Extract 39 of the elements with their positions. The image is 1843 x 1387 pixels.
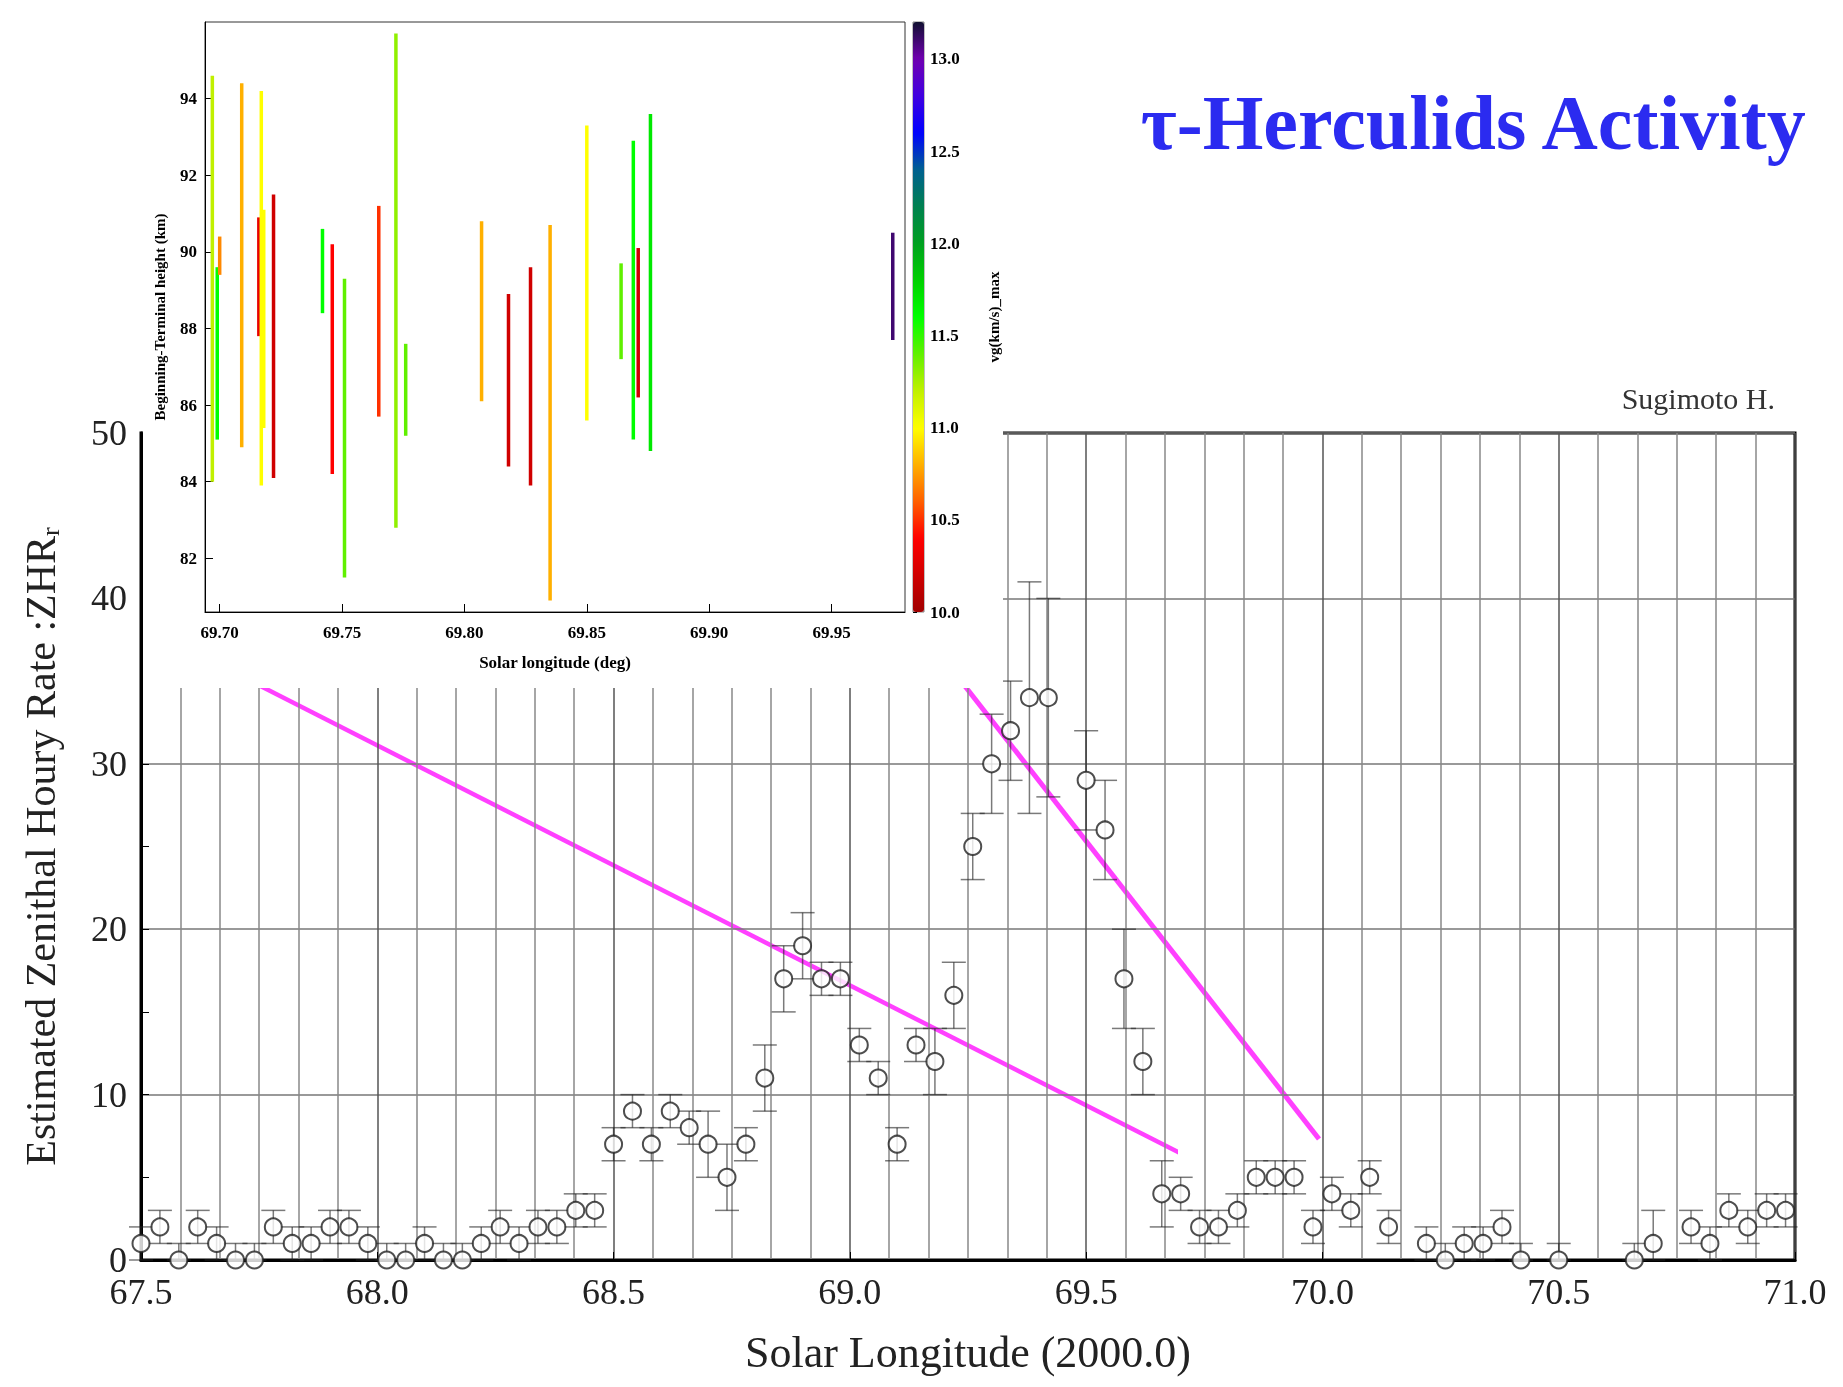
x-tick-label: 70.0 — [1290, 1272, 1354, 1312]
color-bar-label: 10.0 — [930, 602, 960, 622]
y-tick-label: 94 — [180, 89, 198, 109]
chart-title: τ-Herculids Activity — [1140, 78, 1806, 166]
y-tick-label: 40 — [91, 578, 127, 619]
x-tick-label: 69.90 — [690, 623, 729, 642]
x-tick-label: 70.5 — [1527, 1272, 1591, 1312]
x-tick-label: 69.80 — [445, 623, 484, 642]
y-tick-label: 88 — [180, 318, 197, 338]
x-tick-label: 68.5 — [582, 1272, 646, 1312]
y-tick-label: 84 — [180, 472, 198, 492]
y-axis-title: Estimated Zenithal Houry Rate :ZHRr — [18, 526, 65, 1166]
y-tick-label: 50 — [91, 413, 127, 453]
color-bar-label: 12.0 — [930, 233, 960, 253]
x-tick-label: 69.85 — [567, 623, 606, 642]
x-axis-title: Solar Longitude (2000.0) — [744, 1327, 1192, 1377]
color-bar-label: 13.0 — [930, 49, 960, 69]
x-tick-label: 69.5 — [1054, 1272, 1118, 1312]
y-tick-label: 10 — [91, 1074, 127, 1115]
color-bar-label: 11.0 — [930, 418, 959, 438]
y-tick-label: 92 — [180, 165, 197, 185]
y-tick-label: 20 — [91, 909, 127, 950]
x-tick-label: 69.95 — [812, 623, 851, 642]
color-bar-title: vg(km/s)_max — [985, 271, 1003, 363]
text: Sugimoto H. — [1621, 381, 1775, 415]
y-axis-title: Beginning-Terminal height (km) — [151, 213, 169, 421]
x-tick-label: 69.75 — [322, 623, 362, 642]
x-tick-label: 69.0 — [818, 1272, 882, 1312]
x-tick-label: 71.0 — [1763, 1272, 1827, 1312]
x-tick-label: 69.70 — [200, 623, 239, 642]
color-bar-label: 10.5 — [930, 510, 960, 530]
y-tick-label: 86 — [180, 395, 197, 415]
y-tick-label: 82 — [180, 548, 197, 568]
y-tick-label: 90 — [180, 242, 197, 262]
color-bar-label: 11.5 — [930, 325, 959, 345]
y-tick-label: 30 — [91, 743, 127, 784]
x-tick-label: 68.0 — [345, 1272, 409, 1312]
x-axis-title: Solar longitude (deg) — [479, 653, 631, 672]
color-bar-label: 12.5 — [930, 141, 960, 161]
